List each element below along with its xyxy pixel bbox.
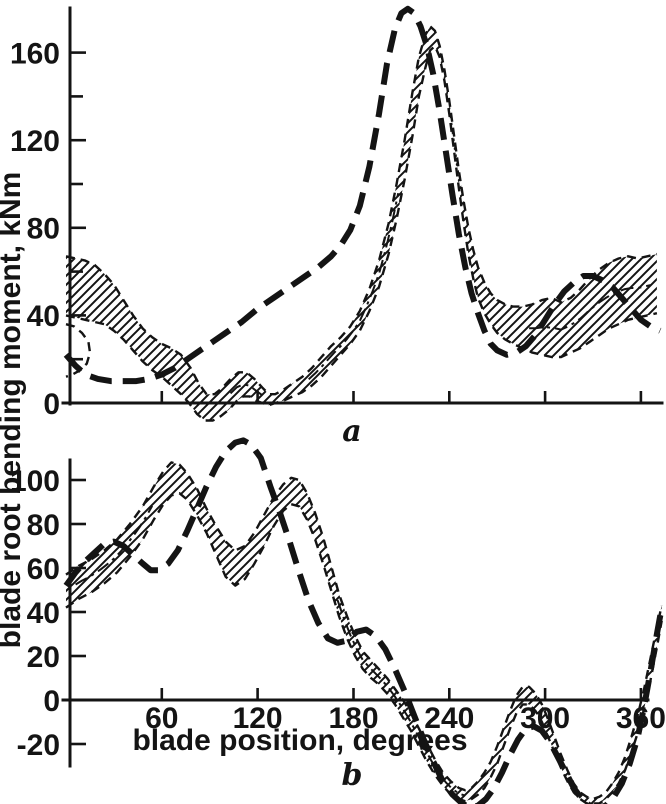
band-lower-edge bbox=[65, 492, 663, 804]
band-upper-edge bbox=[65, 25, 658, 396]
x-axis-label: blade position, degrees bbox=[132, 724, 467, 757]
x-tick-label: 240 bbox=[424, 702, 474, 735]
y-tick-label: 80 bbox=[27, 509, 60, 542]
y-axis-label: blade root bending moment, kNm bbox=[0, 172, 27, 649]
y-tick-label: 40 bbox=[27, 597, 60, 630]
x-tick-label: 120 bbox=[233, 702, 283, 735]
panel-a: 0 40 80 120 160 bbox=[10, 5, 664, 422]
bold-dashed-curve bbox=[63, 437, 665, 804]
figure-labels: blade root bending moment, kNm blade pos… bbox=[0, 172, 468, 793]
y-tick-label: 0 bbox=[43, 388, 60, 421]
band-lower-edge bbox=[65, 44, 658, 422]
hatched-band bbox=[66, 26, 657, 421]
y-tick-label: 20 bbox=[27, 641, 60, 674]
bold-dashed-curve bbox=[63, 5, 662, 385]
y-tick-label: 160 bbox=[10, 37, 60, 70]
panel-b: -2002040608010060120180240300360 bbox=[10, 437, 666, 804]
x-tick-label: 60 bbox=[145, 702, 178, 735]
band-midline bbox=[229, 383, 263, 397]
y-tick-label: -20 bbox=[17, 729, 60, 762]
panel-b-label: b bbox=[342, 758, 363, 793]
y-tick-label: 60 bbox=[27, 553, 60, 586]
x-tick-label: 180 bbox=[328, 702, 378, 735]
origin-loop bbox=[65, 323, 92, 378]
band-upper-edge bbox=[65, 461, 663, 801]
hatched-band bbox=[66, 462, 662, 804]
y-tick-label: 0 bbox=[43, 685, 60, 718]
band-midline bbox=[308, 192, 400, 381]
y-tick-label: 100 bbox=[10, 465, 60, 498]
y-tick-label: 40 bbox=[27, 300, 60, 333]
y-tick-label: 80 bbox=[27, 213, 60, 246]
y-tick-label: 120 bbox=[10, 125, 60, 158]
panel-a-label: a bbox=[342, 414, 361, 449]
band-midline bbox=[529, 284, 651, 331]
band-midline bbox=[75, 505, 154, 586]
